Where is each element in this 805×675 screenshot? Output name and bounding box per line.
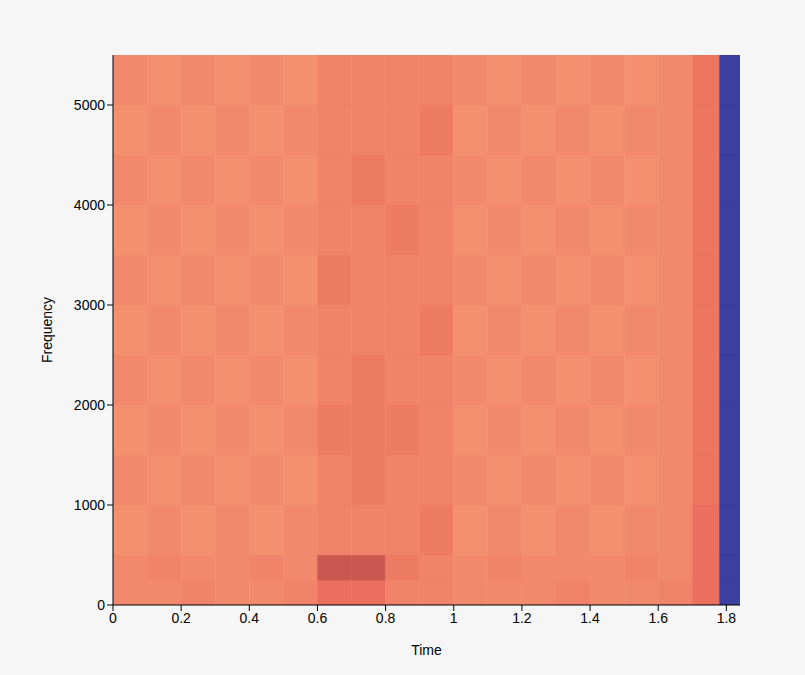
svg-text:3000: 3000	[74, 297, 105, 313]
svg-text:Time: Time	[411, 642, 442, 658]
svg-text:5000: 5000	[74, 97, 105, 113]
svg-text:1: 1	[450, 610, 458, 626]
svg-text:2000: 2000	[74, 397, 105, 413]
svg-text:Frequency: Frequency	[39, 297, 55, 363]
svg-text:0.4: 0.4	[240, 610, 260, 626]
svg-text:0.2: 0.2	[171, 610, 191, 626]
svg-text:1.4: 1.4	[580, 610, 600, 626]
svg-text:1000: 1000	[74, 497, 105, 513]
svg-text:1.8: 1.8	[717, 610, 737, 626]
svg-text:0: 0	[97, 597, 105, 613]
svg-text:0.8: 0.8	[376, 610, 396, 626]
svg-text:0.6: 0.6	[308, 610, 328, 626]
svg-text:1.6: 1.6	[648, 610, 668, 626]
svg-text:4000: 4000	[74, 197, 105, 213]
svg-text:1.2: 1.2	[512, 610, 532, 626]
svg-text:0: 0	[109, 610, 117, 626]
